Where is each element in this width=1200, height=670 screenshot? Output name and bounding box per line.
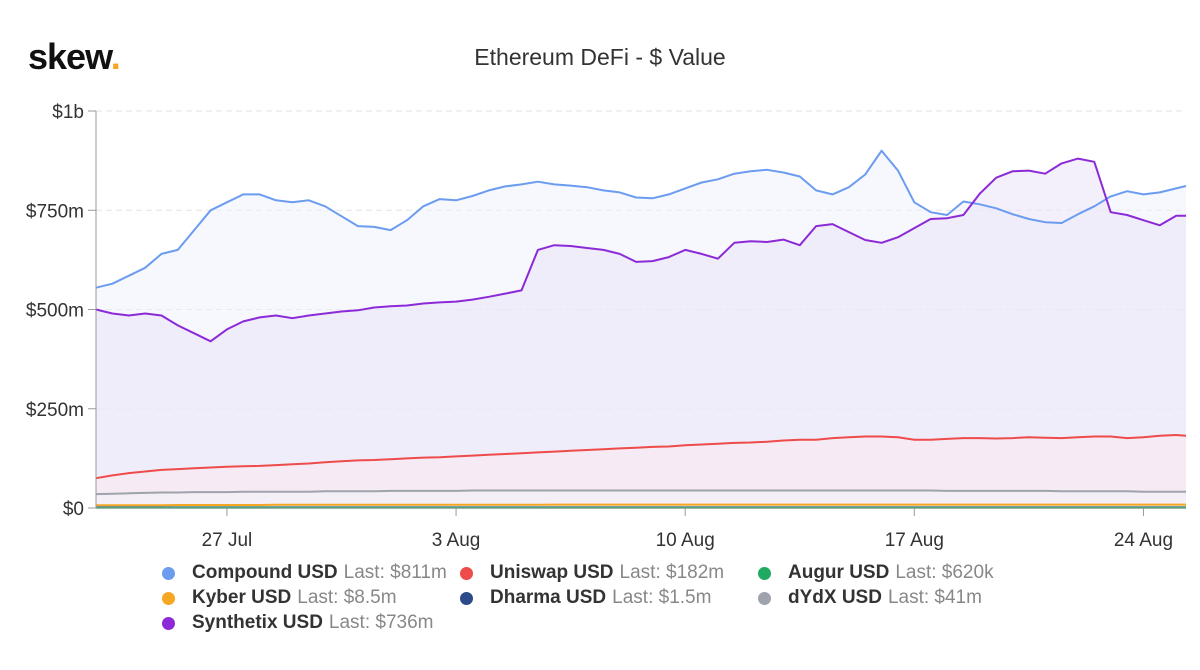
x-tick-label: 27 Jul	[202, 530, 253, 551]
legend-last-value: Last: $620k	[895, 562, 994, 583]
legend-marker-icon	[460, 566, 473, 580]
series-line-compound-usd	[95, 149, 1187, 289]
brand-name: skew	[28, 36, 112, 77]
area-fill-synthetix-usd	[96, 158, 1186, 508]
legend-item-dydx-usd[interactable]: dYdX USD Last: $41m	[758, 587, 1056, 609]
y-tick-label: $500m	[26, 301, 84, 322]
legend-last-value: Last: $8.5m	[297, 587, 397, 608]
legend-series-name: Dharma USD	[490, 587, 607, 608]
x-tick-label: 17 Aug	[885, 530, 944, 551]
legend-last-value: Last: $41m	[887, 587, 982, 608]
series-line-uniswap-usd	[95, 434, 1187, 480]
legend-series-name: Uniswap USD	[490, 562, 614, 583]
legend: Compound USD Last: $811m Uniswap USD Last: …	[162, 562, 1062, 634]
brand-dot: .	[110, 36, 121, 77]
skew-logo: skew.	[28, 36, 121, 78]
legend-item-dharma-usd[interactable]: Dharma USD Last: $1.5m	[460, 587, 758, 609]
legend-marker-icon	[758, 566, 771, 580]
area-chart: $0 $250m $500m $750m $1b 27 Jul 3 Aug 10 Aug 17 …	[26, 102, 1187, 551]
legend-last-value: Last: $736m	[328, 612, 434, 633]
legend-marker-icon	[758, 591, 771, 605]
y-tick-label: $750m	[26, 201, 84, 222]
series-line-dydx-usd	[95, 489, 1186, 496]
y-tick-label: $250m	[26, 400, 84, 421]
series-line-kyber-usd	[96, 503, 1186, 507]
y-tick-label: $1b	[52, 102, 84, 123]
legend-last-value: Last: $1.5m	[612, 587, 712, 608]
legend-marker-icon	[162, 591, 175, 605]
legend-item-augur-usd[interactable]: Augur USD Last: $620k	[758, 562, 1056, 584]
legend-marker-icon	[162, 616, 175, 630]
legend-series-name: Kyber USD	[192, 587, 292, 608]
series-line-synthetix-usd	[95, 157, 1186, 343]
legend-series-name: Augur USD	[788, 562, 890, 583]
x-tick-label: 10 Aug	[656, 530, 715, 551]
x-tick-label: 24 Aug	[1114, 530, 1173, 551]
legend-last-value: Last: $182m	[619, 562, 725, 583]
legend-series-name: dYdX USD	[788, 587, 882, 608]
legend-item-synthetix-usd[interactable]: Synthetix USD Last: $736m	[162, 612, 460, 634]
legend-item-uniswap-usd[interactable]: Uniswap USD Last: $182m	[460, 562, 758, 584]
legend-marker-icon	[162, 566, 175, 580]
legend-marker-icon	[460, 591, 473, 605]
legend-item-compound-usd[interactable]: Compound USD Last: $811m	[162, 562, 460, 584]
chart-title: Ethereum DeFi - $ Value	[474, 44, 726, 70]
legend-item-kyber-usd[interactable]: Kyber USD Last: $8.5m	[162, 587, 460, 609]
legend-last-value: Last: $811m	[343, 562, 447, 583]
legend-series-name: Compound USD	[192, 562, 338, 583]
legend-series-name: Synthetix USD	[192, 612, 323, 633]
x-tick-label: 3 Aug	[432, 530, 481, 551]
y-tick-label: $0	[63, 499, 84, 520]
